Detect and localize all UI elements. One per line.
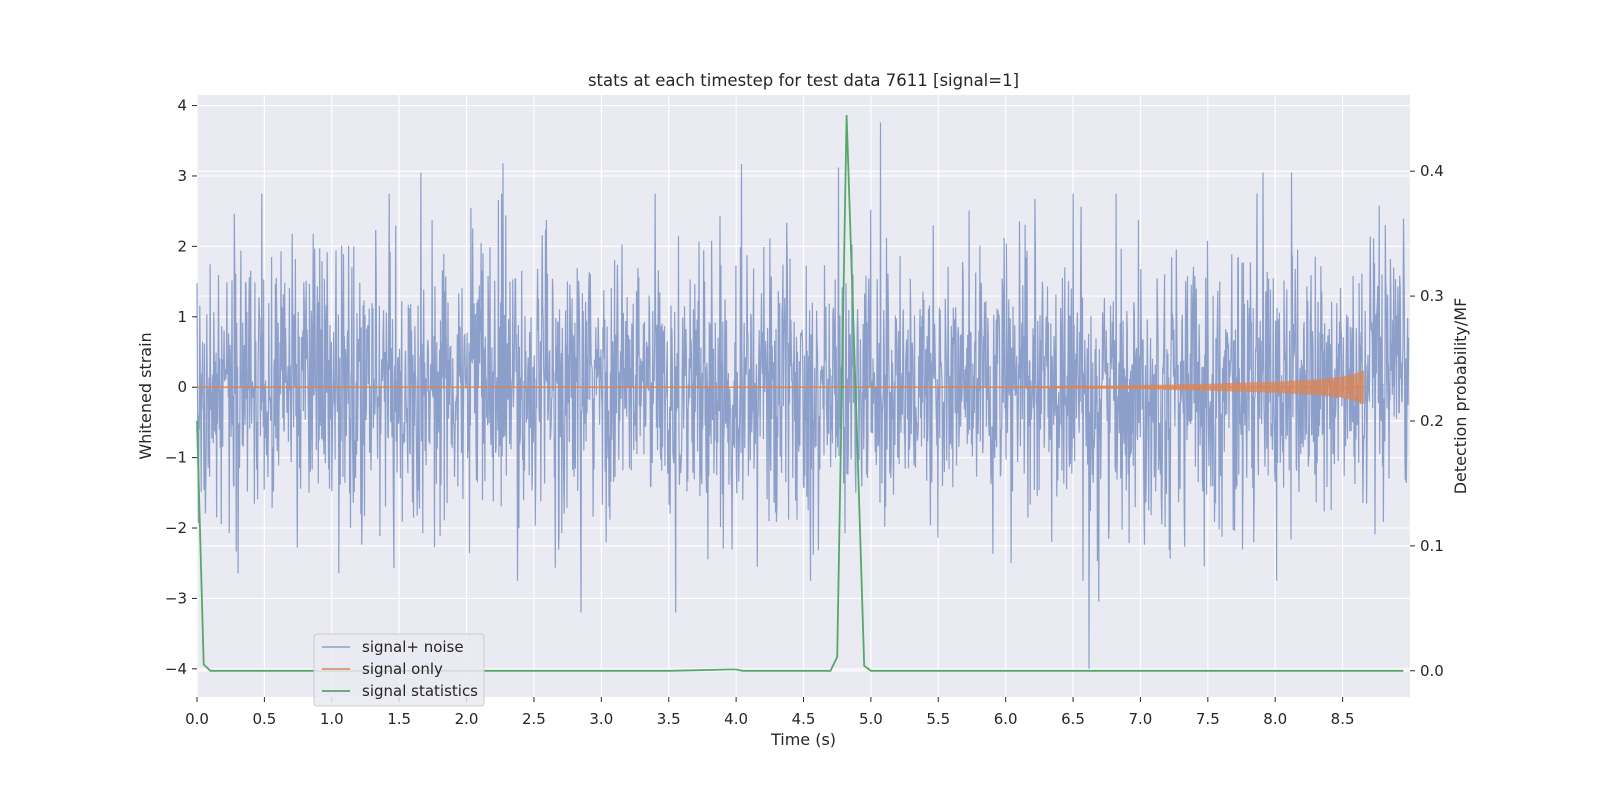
x-tick-label: 3.0 bbox=[589, 710, 613, 728]
x-tick-label: 7.0 bbox=[1129, 710, 1153, 728]
legend-label-signal-only: signal only bbox=[362, 660, 443, 678]
y-right-tick-label: 0.1 bbox=[1420, 537, 1444, 555]
y-axis-right-label: Detection probability/MF bbox=[1451, 298, 1470, 495]
x-tick-label: 2.0 bbox=[455, 710, 479, 728]
y-left-tick-label: −4 bbox=[165, 660, 187, 678]
y-left-tick-label: 4 bbox=[177, 97, 187, 115]
x-tick-label: 7.5 bbox=[1196, 710, 1220, 728]
y-left-tick-label: −2 bbox=[165, 519, 187, 537]
legend-label-signal-plus-noise: signal+ noise bbox=[362, 638, 464, 656]
y-right-tick-label: 0.4 bbox=[1420, 162, 1444, 180]
x-axis-label: Time (s) bbox=[770, 730, 836, 749]
x-tick-label: 8.5 bbox=[1331, 710, 1355, 728]
x-tick-label: 1.5 bbox=[387, 710, 411, 728]
legend-box bbox=[313, 633, 485, 707]
x-tick-label: 4.5 bbox=[792, 710, 816, 728]
x-tick-label: 5.0 bbox=[859, 710, 883, 728]
legend-label-signal-statistics: signal statistics bbox=[362, 682, 478, 700]
plot-content bbox=[196, 114, 1410, 672]
x-tick-label: 8.0 bbox=[1263, 710, 1287, 728]
legend: signal+ noise signal only signal statist… bbox=[313, 633, 485, 707]
y-right-tick-label: 0.2 bbox=[1420, 412, 1444, 430]
y-left-tick-label: 1 bbox=[177, 308, 187, 326]
y-left-tick-label: −3 bbox=[165, 589, 187, 607]
x-tick-label: 4.0 bbox=[724, 710, 748, 728]
y-left-tick-label: 3 bbox=[177, 167, 187, 185]
x-tick-label: 2.5 bbox=[522, 710, 546, 728]
y-right-tick-label: 0.3 bbox=[1420, 287, 1444, 305]
series-signal-statistics bbox=[196, 114, 1404, 672]
x-axis-ticks: 0.0 0.5 1.0 1.5 2.0 2.5 3.0 3.5 4.0 4.5 5.0 5.5 6.0 6… bbox=[185, 697, 1355, 728]
x-tick-label: 6.5 bbox=[1061, 710, 1085, 728]
y-axis-left-ticks: 4 3 2 1 0 −1 −2 −3 −4 bbox=[165, 97, 197, 678]
x-tick-label: 1.0 bbox=[320, 710, 344, 728]
y-axis-left-label: Whitened strain bbox=[136, 332, 155, 459]
chart-title: stats at each timestep for test data 761… bbox=[588, 71, 1019, 90]
y-left-tick-label: −1 bbox=[165, 449, 187, 467]
y-left-tick-label: 0 bbox=[177, 378, 187, 396]
series-signal-plus-noise bbox=[196, 122, 1410, 669]
x-tick-label: 0.5 bbox=[252, 710, 276, 728]
x-tick-label: 0.0 bbox=[185, 710, 209, 728]
y-left-tick-label: 2 bbox=[177, 237, 187, 255]
x-tick-label: 6.0 bbox=[994, 710, 1018, 728]
x-tick-label: 3.5 bbox=[657, 710, 681, 728]
y-axis-right-ticks: 0.4 0.3 0.2 0.1 0.0 bbox=[1410, 162, 1444, 680]
y-right-tick-label: 0.0 bbox=[1420, 662, 1444, 680]
x-tick-label: 5.5 bbox=[926, 710, 950, 728]
